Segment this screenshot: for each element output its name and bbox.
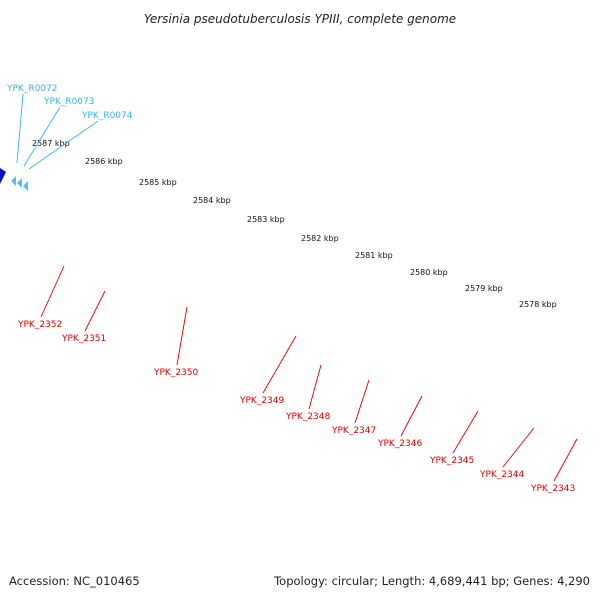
gene-leader-line [354, 379, 370, 424]
scale-label: 2580 kbp [410, 268, 448, 277]
topology-text: Topology: circular; Length: 4,689,441 bp… [274, 574, 590, 588]
gene-leader-line [176, 306, 188, 366]
rna-labels: YPK_R0072 YPK_R0073 YPK_R0074 [6, 84, 133, 170]
rna-leader-line [28, 120, 99, 170]
gene-leader-line [308, 364, 322, 410]
scale-label: 2578 kbp [519, 300, 557, 309]
rna-marker-icon [17, 178, 22, 188]
accession-text: Accession: NC_010465 [9, 574, 140, 588]
gene-label: YPK_2345 [429, 456, 474, 466]
rna-track [0, 168, 28, 191]
gene-leader-line [452, 410, 479, 454]
scale-label: 2583 kbp [247, 215, 285, 224]
rna-marker-icon [11, 176, 16, 186]
scale-label: 2585 kbp [139, 178, 177, 187]
gene-label: YPK_2350 [153, 368, 199, 378]
rna-leader-line [16, 93, 24, 164]
rna-label: YPK_R0072 [6, 84, 57, 94]
gene-leader-line [84, 290, 106, 332]
gene-leader-line [40, 265, 65, 318]
gene-labels: YPK_2352 YPK_2351 YPK_2350 YPK_2349YPK_2348… [17, 265, 578, 494]
scale-label: 2582 kbp [301, 234, 339, 243]
gene-label: YPK_2349 [239, 396, 285, 406]
gene-label: YPK_2348 [285, 412, 331, 422]
scale-labels: 2587 kbp 2586 kbp 2585 kbp 2584 kbp 2583 kbp… [32, 139, 557, 309]
gene-leader-line [502, 427, 535, 468]
gene-label: YPK_2352 [17, 320, 62, 330]
scale-label: 2584 kbp [193, 196, 231, 205]
rna-leader-line [23, 106, 61, 167]
scale-label: 2586 kbp [85, 157, 123, 166]
gene-leader-line [400, 395, 423, 437]
gene-label: YPK_2344 [479, 470, 525, 480]
gene-label: YPK_2346 [377, 439, 423, 449]
map-title: Yersinia pseudotuberculosis YPIII, compl… [144, 12, 456, 26]
rna-label: YPK_R0074 [81, 111, 133, 121]
scale-label: 2587 kbp [32, 139, 70, 148]
gene-leader-line [553, 438, 578, 482]
gene-leader-line [262, 335, 297, 394]
gene-label: YPK_2351 [61, 334, 106, 344]
scale-label: 2581 kbp [355, 251, 393, 260]
gene-label: YPK_2343 [530, 484, 575, 494]
gene-label: YPK_2347 [331, 426, 376, 436]
rna-marker-icon [23, 181, 28, 191]
strand-arrow-icon [0, 168, 6, 184]
rna-label: YPK_R0073 [43, 97, 94, 107]
scale-label: 2579 kbp [465, 284, 503, 293]
